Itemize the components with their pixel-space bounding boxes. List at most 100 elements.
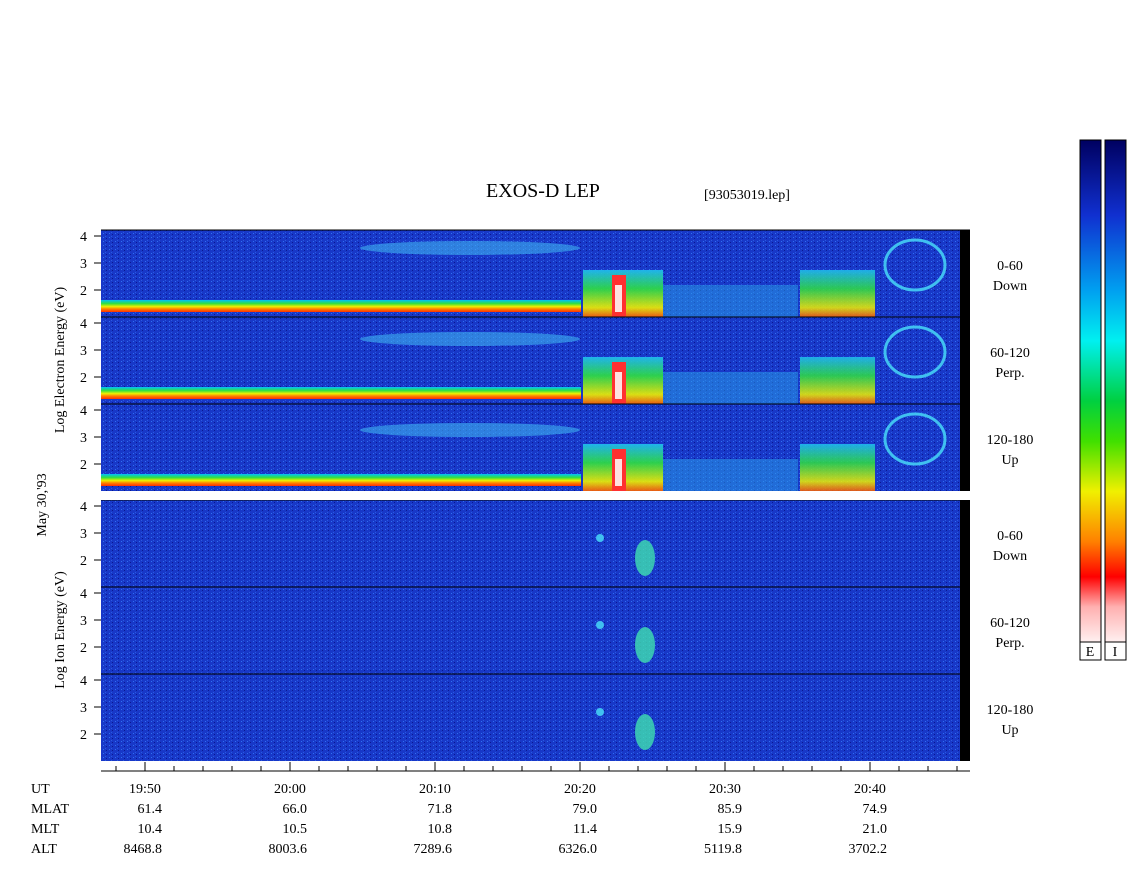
y-tick-label: 2 xyxy=(80,641,87,656)
y-tick-label: 4 xyxy=(80,587,87,602)
spectrogram-feature xyxy=(360,241,580,255)
spectrogram-feature xyxy=(635,714,655,750)
panel: 4 3 2 120-180 Up xyxy=(80,673,1034,761)
direction: Perp. xyxy=(995,366,1024,381)
row-label: MLAT xyxy=(31,802,70,817)
x-tick-label: 20:40 xyxy=(854,782,886,797)
separator xyxy=(101,491,970,500)
direction: Perp. xyxy=(995,636,1024,651)
y-tick-label: 4 xyxy=(80,500,87,515)
spectrogram-feature xyxy=(615,372,622,399)
spectrogram-feature xyxy=(800,270,875,317)
spectrogram xyxy=(101,500,960,587)
panel: 4 3 2 60-120 Perp. xyxy=(80,316,1030,404)
x-tick-label: 20:20 xyxy=(564,782,596,797)
spectrogram-feature xyxy=(635,627,655,663)
direction: Down xyxy=(993,549,1027,564)
spectrogram-feature xyxy=(883,325,947,379)
row-label: MLT xyxy=(31,822,60,837)
panel-edge xyxy=(960,674,970,761)
x-tick-label: 20:30 xyxy=(709,782,741,797)
row-label: UT xyxy=(31,782,50,797)
row-label: ALT xyxy=(31,842,57,857)
y-tick-label: 3 xyxy=(80,527,87,542)
y-tick-label: 2 xyxy=(80,458,87,473)
row-value: 6326.0 xyxy=(559,842,598,857)
pitch-angle: 60-120 xyxy=(990,616,1030,631)
row-value: 71.8 xyxy=(428,802,453,817)
spectrogram-feature xyxy=(615,459,622,486)
y-tick-label: 2 xyxy=(80,728,87,743)
spectrogram-feature xyxy=(883,412,947,466)
row-value: 79.0 xyxy=(573,802,598,817)
y-tick-label: 3 xyxy=(80,701,87,716)
ion-axis-label: Log Ion Energy (eV) xyxy=(53,571,68,689)
title: EXOS-D LEP xyxy=(486,180,600,202)
row-value: 61.4 xyxy=(138,802,163,817)
panel-edge xyxy=(960,404,970,491)
pitch-angle: 120-180 xyxy=(987,433,1034,448)
spectrogram-feature xyxy=(615,285,622,312)
y-tick-label: 3 xyxy=(80,431,87,446)
spectrogram-feature xyxy=(635,540,655,576)
row-value: 74.9 xyxy=(863,802,888,817)
panel-edge xyxy=(960,317,970,404)
date: May 30,'93 xyxy=(35,473,50,536)
x-tick-label: 19:50 xyxy=(129,782,161,797)
row-value: 8003.6 xyxy=(269,842,308,857)
spectrogram-feature xyxy=(101,387,581,399)
colorbars: E I xyxy=(1079,139,1127,661)
y-tick-label: 4 xyxy=(80,230,87,245)
row-value: 21.0 xyxy=(863,822,888,837)
panel: 4 3 2 0-60 Down xyxy=(80,229,1027,317)
panel-edge xyxy=(960,500,970,587)
row-value: 66.0 xyxy=(283,802,308,817)
spectrogram-feature xyxy=(883,238,947,292)
row-value: 10.4 xyxy=(138,822,163,837)
file-name: [93053019.lep] xyxy=(704,188,790,203)
electron-axis-label: Log Electron Energy (eV) xyxy=(53,287,68,434)
spectrogram-feature xyxy=(596,534,604,542)
spectrogram-feature xyxy=(360,332,580,346)
colorbar-i xyxy=(1104,139,1127,643)
panel-edge xyxy=(960,587,970,674)
y-tick-label: 4 xyxy=(80,317,87,332)
spectrogram-feature xyxy=(596,621,604,629)
colorbar-label: I xyxy=(1113,645,1118,660)
y-tick-label: 4 xyxy=(80,404,87,419)
row-value: 11.4 xyxy=(573,822,597,837)
colorbar-box xyxy=(1079,641,1102,661)
direction: Down xyxy=(993,279,1027,294)
spectrogram-feature xyxy=(800,444,875,491)
colorbar-label: E xyxy=(1086,645,1095,660)
panel: 4 3 2 0-60 Down xyxy=(80,499,1027,587)
y-tick-label: 3 xyxy=(80,257,87,272)
row-value: 15.9 xyxy=(718,822,743,837)
spectrogram-feature xyxy=(663,372,798,404)
y-tick-label: 3 xyxy=(80,344,87,359)
y-tick-label: 2 xyxy=(80,554,87,569)
pitch-angle: 0-60 xyxy=(997,529,1023,544)
y-tick-label: 2 xyxy=(80,371,87,386)
panel-edge xyxy=(960,230,970,317)
panel: 4 3 2 60-120 Perp. xyxy=(80,586,1030,674)
spectrogram xyxy=(101,587,960,674)
x-tick-label: 20:10 xyxy=(419,782,451,797)
spectrogram-feature xyxy=(800,357,875,404)
spectrogram xyxy=(101,674,960,761)
spectrogram-feature xyxy=(101,300,581,312)
colorbar-box xyxy=(1104,641,1127,661)
spectrogram-feature xyxy=(101,474,581,486)
row-value: 8468.8 xyxy=(124,842,163,857)
row-value: 85.9 xyxy=(718,802,743,817)
row-value: 3702.2 xyxy=(849,842,888,857)
direction: Up xyxy=(1001,453,1018,468)
row-value: 10.5 xyxy=(283,822,308,837)
spectrogram-feature xyxy=(663,285,798,317)
pitch-angle: 0-60 xyxy=(997,259,1023,274)
spectrogram-feature xyxy=(360,423,580,437)
direction: Up xyxy=(1001,723,1018,738)
row-value: 5119.8 xyxy=(704,842,742,857)
pitch-angle: 120-180 xyxy=(987,703,1034,718)
